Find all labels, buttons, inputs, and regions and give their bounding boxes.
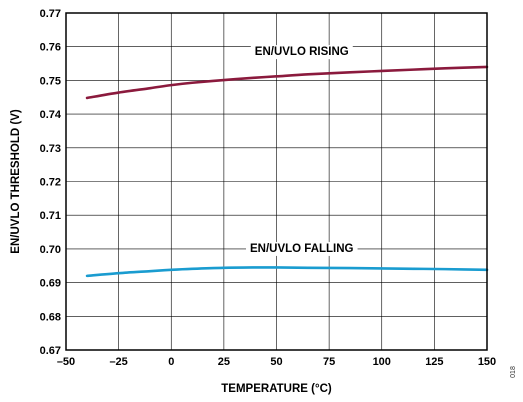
x-tick-label: 75 bbox=[323, 356, 335, 368]
x-tick-label: 150 bbox=[478, 356, 496, 368]
y-tick-label: 0.71 bbox=[40, 210, 61, 222]
x-tick-label: –25 bbox=[109, 356, 127, 368]
y-tick-label: 0.77 bbox=[40, 8, 61, 20]
x-axis-title: TEMPERATURE (°C) bbox=[221, 383, 332, 395]
annotation-rising: EN/UVLO RISING bbox=[255, 46, 349, 58]
y-tick-label: 0.69 bbox=[40, 278, 61, 290]
grid bbox=[66, 13, 487, 350]
x-tick-label: 100 bbox=[373, 356, 391, 368]
plot-frame bbox=[65, 12, 488, 351]
figure-id: 018 bbox=[510, 366, 517, 378]
series-lines bbox=[85, 65, 489, 278]
y-tick-label: 0.73 bbox=[40, 143, 61, 155]
x-tick-label: –50 bbox=[57, 356, 75, 368]
y-tick-label: 0.75 bbox=[40, 75, 61, 87]
annotations: EN/UVLO RISING EN/UVLO FALLING bbox=[246, 45, 358, 256]
y-axis-title: EN/UVLO THRESHOLD (V) bbox=[10, 109, 22, 254]
x-tick-label: 50 bbox=[270, 356, 282, 368]
y-tick-labels: 0.67 0.68 0.69 0.70 0.71 0.72 0.73 0.74 0.75 0.76… bbox=[40, 8, 62, 357]
y-tick-label: 0.72 bbox=[40, 177, 61, 189]
series-line-rising bbox=[85, 65, 489, 100]
annotation-background bbox=[246, 241, 358, 256]
y-tick-label: 0.74 bbox=[40, 109, 62, 121]
annotation-background bbox=[250, 45, 353, 60]
y-tick-label: 0.76 bbox=[40, 42, 61, 54]
x-tick-label: 25 bbox=[218, 356, 230, 368]
annotation-falling: EN/UVLO FALLING bbox=[250, 243, 354, 255]
x-tick-label: 125 bbox=[425, 356, 443, 368]
y-tick-label: 0.67 bbox=[40, 345, 61, 357]
series-line-falling bbox=[85, 266, 489, 278]
x-tick-label: 0 bbox=[168, 356, 174, 368]
x-tick-labels: –50 –25 0 25 50 75 100 125 150 bbox=[57, 356, 496, 368]
y-tick-label: 0.70 bbox=[40, 244, 61, 256]
y-tick-label: 0.68 bbox=[40, 311, 61, 323]
